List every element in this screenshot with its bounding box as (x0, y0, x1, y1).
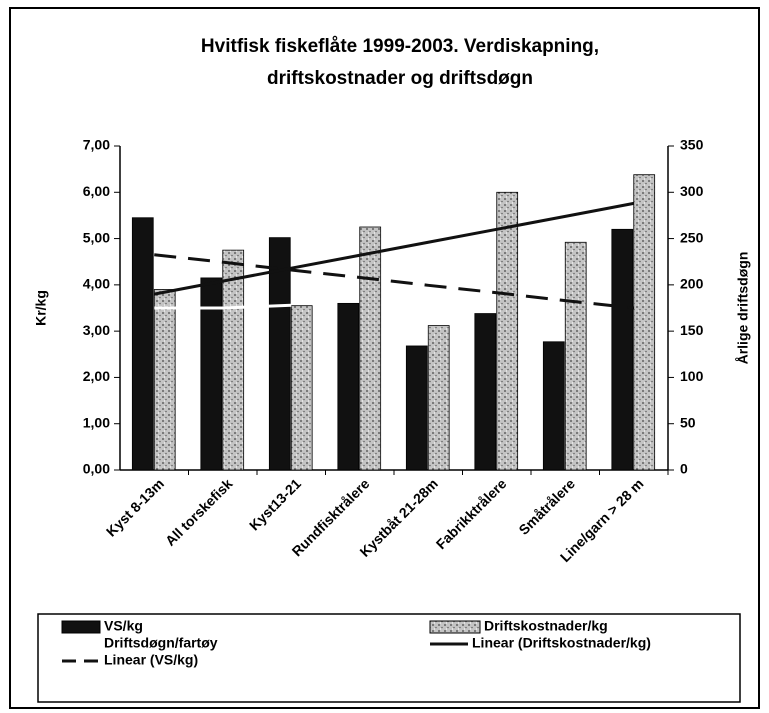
chart-title: driftskostnader og driftsdøgn (267, 68, 533, 89)
x-tick-label: Fabrikktrålere (433, 475, 510, 552)
y2-tick-label: 350 (680, 137, 704, 153)
y-tick-label: 4,00 (83, 276, 110, 292)
bar (337, 302, 360, 471)
y-tick-label: 7,00 (83, 137, 110, 153)
y-tick-label: 2,00 (83, 368, 110, 384)
x-tick-label: Kyst13-21 (246, 475, 304, 533)
bar (633, 174, 656, 471)
bar (542, 341, 565, 471)
bar (131, 217, 154, 471)
bar (222, 249, 245, 471)
x-tick-label: Småtrålere (515, 475, 578, 538)
bar (359, 226, 382, 471)
bar (268, 237, 291, 471)
x-tick-label: Kyst 8-13m (103, 475, 167, 539)
y2-tick-label: 0 (680, 461, 688, 477)
legend-swatch (61, 620, 101, 634)
chart-title: Hvitfisk fiskeflåte 1999-2003. Verdiskap… (201, 36, 599, 57)
y2-tick-label: 300 (680, 183, 704, 199)
y-axis-label: Kr/kg (33, 290, 49, 326)
line (153, 201, 635, 296)
legend (37, 613, 741, 703)
legend-label: VS/kg (104, 618, 143, 634)
line (154, 253, 634, 310)
legend-label: Driftskostnader/kg (484, 618, 608, 634)
bar (405, 345, 428, 471)
y2-axis-label: Årlige driftsdøgn (735, 252, 751, 365)
bar (474, 313, 497, 471)
line (154, 303, 292, 310)
legend-label: Driftsdøgn/fartøy (104, 635, 218, 651)
y-tick-label: 3,00 (83, 322, 110, 338)
frame (9, 7, 760, 709)
bar (611, 228, 634, 471)
x-tick-label: All torskefisk (162, 475, 236, 549)
y-tick-label: 5,00 (83, 229, 110, 245)
y2-tick-label: 250 (680, 229, 704, 245)
y-tick-label: 1,00 (83, 414, 110, 430)
legend-label: Linear (VS/kg) (104, 652, 198, 668)
bar (153, 289, 176, 471)
bar (427, 325, 450, 471)
y2-tick-label: 50 (680, 414, 696, 430)
y2-tick-label: 150 (680, 322, 704, 338)
y-tick-label: 0,00 (83, 461, 110, 477)
y2-tick-label: 200 (680, 276, 704, 292)
bar (200, 277, 223, 471)
legend-swatch (429, 620, 481, 634)
y2-tick-label: 100 (680, 368, 704, 384)
y-tick-label: 6,00 (83, 183, 110, 199)
bar (290, 305, 313, 471)
bar (564, 241, 587, 471)
legend-label: Linear (Driftskostnader/kg) (472, 635, 651, 651)
bar (496, 191, 519, 471)
